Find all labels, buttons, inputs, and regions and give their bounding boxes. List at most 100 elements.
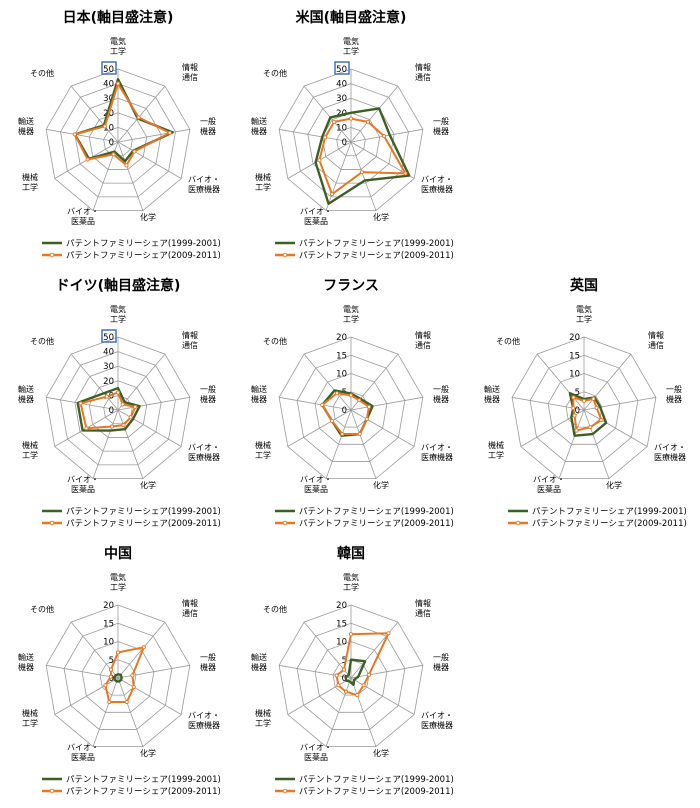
legend-label: パテントファミリーシェア(2009-2011) [66, 251, 221, 261]
series-line [344, 658, 367, 687]
tick-label: 5 [575, 388, 580, 398]
series-point [571, 406, 576, 411]
series-line [79, 391, 137, 430]
series-point [136, 115, 141, 120]
series-point [382, 134, 387, 139]
axis-label: 通信 [182, 72, 198, 82]
axis-label: 通信 [415, 340, 431, 350]
legend-marker [49, 788, 55, 794]
axis-spoke [350, 677, 415, 715]
axis-label: 化学 [373, 480, 389, 490]
axis-label: バイオ・ [188, 711, 220, 720]
axis-label: 医薬品 [304, 216, 328, 226]
tick-label: 30 [336, 94, 347, 104]
series-point [108, 674, 113, 679]
tick-label: 20 [103, 377, 114, 387]
tick-label: 20 [336, 333, 347, 343]
grid-ring [60, 351, 176, 466]
axis-label: 情報 [182, 330, 198, 340]
axis-spoke [117, 621, 166, 679]
tick-label: 5 [109, 656, 114, 666]
legend-label: パテントファミリーシェア(1999-2001) [299, 775, 454, 785]
series-point [103, 683, 108, 688]
tick-label: 20 [103, 601, 114, 611]
axis-label: バイオ・ [300, 475, 332, 484]
axis-scale-highlight [334, 61, 350, 75]
axis-label: 化学 [140, 212, 156, 222]
grid-ring [99, 659, 137, 696]
series-point [361, 683, 366, 688]
axis-label: 情報 [182, 62, 198, 72]
axis-label: 機器 [200, 662, 216, 672]
tick-label: 10 [336, 370, 347, 380]
axis-label: 工学 [110, 314, 126, 324]
axis-spoke [279, 128, 352, 143]
axis-label: 輸送 [251, 116, 267, 126]
tick-label: 30 [103, 94, 114, 104]
legend-label: パテントファミリーシェア(1999-2001) [66, 775, 221, 785]
grid-ring [45, 604, 191, 747]
axis-spoke [583, 409, 610, 479]
tick-label: 50 [103, 65, 114, 75]
radar-panel-usa: 米国(軸目盛注意) 0 10 20 30 40 50 電気 工学 情報 通信 一般 機器 バイオ・ 医療機器… [233, 0, 466, 268]
axis-spoke [117, 409, 144, 479]
series-point [341, 667, 347, 672]
axis-spoke [287, 677, 352, 715]
tick-label: 0 [575, 406, 580, 416]
legend-label: パテントファミリーシェア(2009-2011) [299, 787, 454, 797]
series-point [366, 672, 372, 677]
radar-chart-china: 中国05101520電気工学情報通信一般機器バイオ・医療機器化学バイオ・医薬品機… [18, 545, 221, 797]
series-point [572, 413, 577, 418]
tick-label: 0 [342, 674, 347, 684]
axis-label: 医薬品 [71, 752, 95, 762]
radar-chart-usa: 米国(軸目盛注意)01020304050電気工学情報通信一般機器バイオ・医療機器… [251, 9, 454, 261]
axis-label: バイオ・ [67, 475, 99, 484]
radar-panel-uk: 英国 0 5 10 15 20 電気 工学 情報 通信 一般 機器 バイオ・ 医療機器 化学 バイオ・ 医薬品機… [466, 268, 699, 536]
axis-label: 情報 [415, 598, 431, 608]
axis-label: 輸送 [251, 652, 267, 662]
tick-label: 10 [336, 638, 347, 648]
chart-title: 英国 [569, 277, 598, 294]
series-point [574, 428, 579, 433]
series-point [329, 192, 335, 197]
grid-ring [63, 622, 173, 730]
axis-label: 一般 [433, 116, 449, 126]
series-point [128, 415, 133, 420]
grid-ring [296, 354, 406, 462]
axis-spoke [325, 677, 352, 747]
axis-spoke [117, 677, 144, 747]
axis-label: 機械 [22, 708, 38, 718]
legend-label: パテントファミリーシェア(1999-2001) [532, 507, 687, 517]
grid-ring [529, 354, 639, 462]
axis-label: 医療機器 [421, 720, 453, 730]
series-point [357, 431, 362, 437]
legend-label: パテントファミリーシェア(1999-2001) [299, 239, 454, 249]
legend-label: パテントファミリーシェア(2009-2011) [66, 519, 221, 529]
radar-panel-germany: ドイツ(軸目盛注意)01020304050電気工学情報通信一般機器バイオ・医療機… [0, 268, 233, 536]
series-line [76, 386, 141, 432]
axis-spoke [117, 141, 144, 211]
axis-label: 輸送 [18, 116, 34, 126]
axis-label: 電気 [576, 304, 592, 314]
axis-label: 医薬品 [304, 752, 328, 762]
axis-label: 電気 [343, 36, 359, 46]
axis-label: 工学 [576, 314, 592, 324]
axis-label: 情報 [648, 330, 664, 340]
series-point [132, 149, 137, 154]
tick-label: 40 [336, 80, 347, 90]
axis-label: 医薬品 [304, 484, 328, 494]
series-point [320, 402, 325, 407]
axis-label: その他 [30, 604, 54, 614]
series-point [403, 171, 408, 176]
axis-label: 工学 [22, 450, 38, 460]
axis-scale-highlight [101, 61, 117, 75]
axis-label: 化学 [373, 748, 389, 758]
axis-label: 機器 [484, 394, 500, 404]
axis-label: 通信 [415, 72, 431, 82]
axis-label: 電気 [110, 36, 126, 46]
axis-label: 一般 [433, 652, 449, 662]
series-point [591, 396, 596, 401]
axis-spoke [350, 85, 399, 143]
legend-label: パテントファミリーシェア(2009-2011) [299, 519, 454, 529]
axis-spoke [583, 409, 648, 447]
